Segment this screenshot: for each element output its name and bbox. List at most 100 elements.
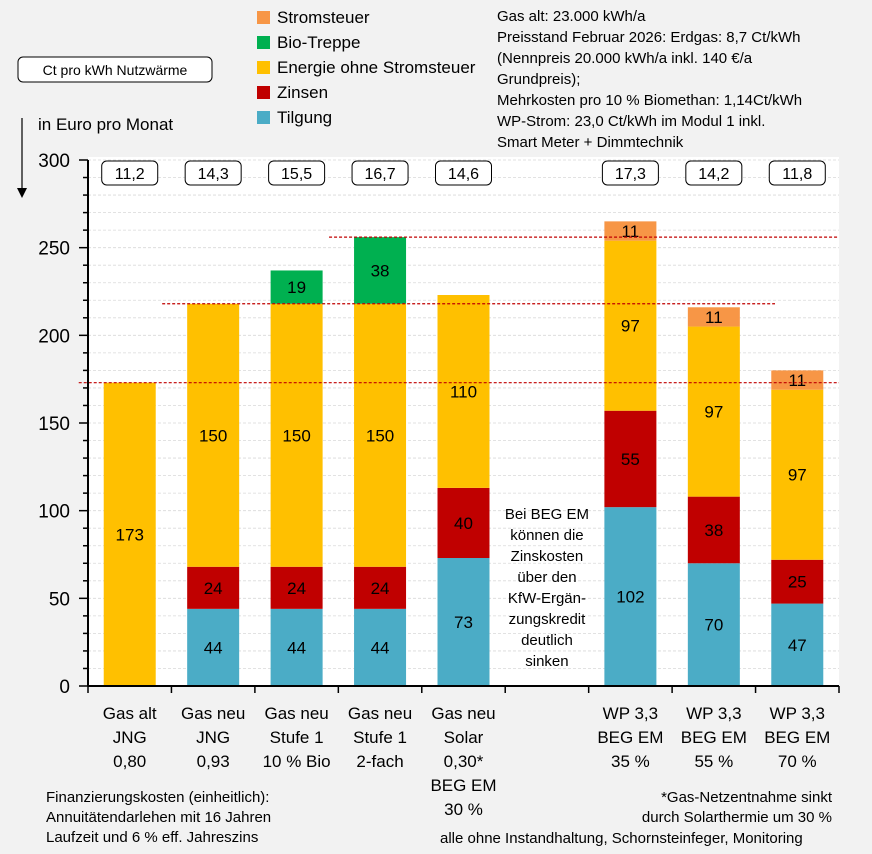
bar-segment-bio-treppe [270,270,323,304]
ct-box [268,160,326,186]
x-tick-label: 0,30* [444,752,484,771]
bar-segment-tilgung [437,558,490,686]
ct-box-label: 16,7 [364,166,395,183]
x-tick-label: WP 3,3 [603,704,658,723]
y-tick-label: 150 [38,414,70,435]
legend-label: Stromsteuer [277,8,370,27]
ct-box-label: 11,8 [782,166,812,183]
data-label: 150 [282,426,310,445]
annotation-text: Zinskosten [511,548,584,565]
x-tick-label: Stufe 1 [270,728,324,747]
legend-swatch [257,61,270,74]
annotation-text: KfW-Ergän- [508,590,586,607]
info-text: Mehrkosten pro 10 % Biomethan: 1,14Ct/kW… [497,92,802,109]
ct-box-label: 14,3 [198,166,229,183]
y-axis-label: in Euro pro Monat [38,115,173,134]
data-label: 97 [704,403,723,422]
footnote-right: durch Solarthermie um 30 % [642,809,832,826]
data-label: 97 [621,317,640,336]
ct-box-label: 14,2 [698,166,729,183]
ct-box [435,160,492,186]
bar-segment-stromsteuer [771,370,824,390]
footnote-left: Annuitätendarlehen mit 16 Jahren [46,809,271,826]
data-label: 173 [116,525,144,544]
y-tick-label: 300 [38,151,70,172]
annotation-text: können die [510,527,583,544]
ct-box-label: 11,2 [115,166,145,183]
bar-segment-energie-ohne-stromsteuer [771,389,824,560]
annotation-text: deutlich [521,632,573,649]
data-label: 24 [371,579,390,598]
legend-swatch [257,36,270,49]
x-tick-label: 35 % [611,752,650,771]
bar-segment-zinsen [187,566,240,609]
x-tick-label: Gas alt [103,704,157,723]
y-tick-label: 200 [38,326,70,347]
annotation-text: über den [517,569,576,586]
x-tick-label: WP 3,3 [686,704,741,723]
legend-label: Zinsen [277,83,328,102]
x-tick-label: BEG EM [681,728,747,747]
x-tick-label: BEG EM [597,728,663,747]
data-label: 44 [287,638,306,657]
bar-segment-tilgung [187,608,240,686]
data-label: 19 [287,278,306,297]
data-label: 47 [788,636,807,655]
legend-label: Energie ohne Stromsteuer [277,58,476,77]
data-label: 44 [371,638,390,657]
bar-segment-tilgung [771,603,824,686]
footnote-left: Laufzeit und 6 % eff. Jahreszins [46,829,258,846]
info-text: (Nennpreis 20.000 kWh/a inkl. 140 €/a [497,50,753,67]
bar-segment-energie-ohne-stromsteuer [354,303,407,567]
footnote-bottom: alle ohne Instandhaltung, Schornsteinfeg… [440,830,803,847]
x-tick-label: 0,80 [113,752,146,771]
ct-box [601,160,659,186]
data-label: 11 [788,371,806,390]
data-label: 11 [622,222,640,241]
x-tick-label: 70 % [778,752,817,771]
bar-segment-tilgung [604,507,657,686]
legend-swatch [257,11,270,24]
data-label: 110 [450,382,477,401]
x-tick-label: 0,93 [197,752,230,771]
x-tick-label: Gas neu [431,704,495,723]
data-label: 11 [705,308,723,327]
data-label: 70 [704,616,723,635]
data-label: 97 [788,466,807,485]
bar-segment-energie-ohne-stromsteuer [437,295,490,488]
info-text: Grundpreis); [497,71,580,88]
info-text: Gas alt: 23.000 kWh/a [497,8,646,25]
ct-box [101,160,159,186]
x-tick-label: 2-fach [356,752,403,771]
x-tick-label: BEG EM [430,776,496,795]
data-label: 24 [287,579,306,598]
bar-segment-zinsen [771,559,824,604]
bar-segment-energie-ohne-stromsteuer [270,303,323,567]
data-label: 150 [366,426,394,445]
y-tick-label: 50 [49,589,70,610]
bar-segment-zinsen [604,410,657,508]
bar-segment-energie-ohne-stromsteuer [187,303,240,567]
x-tick-label: Gas neu [264,704,328,723]
y-tick-label: 0 [59,677,70,698]
data-label: 38 [704,521,723,540]
info-text: Preisstand Februar 2026: Erdgas: 8,7 Ct/… [497,29,800,46]
ct-box [351,160,409,186]
info-text: Smart Meter + Dimmtechnik [497,134,684,151]
unit-box-label: Ct pro kWh Nutzwärme [43,62,188,78]
ct-box-label: 14,6 [448,166,479,183]
data-label: 55 [621,450,640,469]
bar-segment-energie-ohne-stromsteuer [103,382,156,686]
x-tick-label: 55 % [694,752,733,771]
bar-segment-bio-treppe [354,237,407,304]
data-label: 24 [204,579,223,598]
legend-label: Bio-Treppe [277,33,360,52]
x-tick-label: BEG EM [764,728,830,747]
y-tick-label: 100 [38,502,70,523]
bar-segment-energie-ohne-stromsteuer [687,326,740,497]
data-label: 102 [616,588,644,607]
legend-swatch [257,86,270,99]
bar-segment-zinsen [270,566,323,609]
ct-box-label: 15,5 [281,166,312,183]
